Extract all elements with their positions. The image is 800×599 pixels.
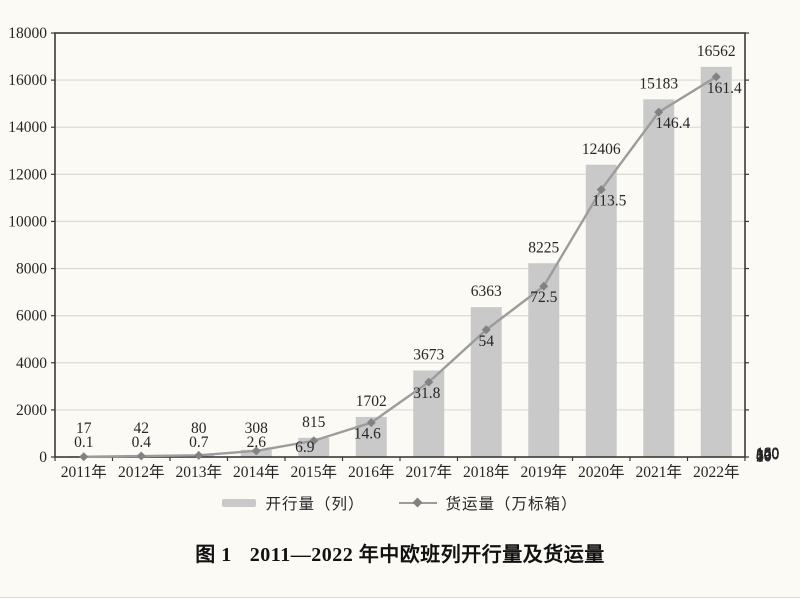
x-axis-label: 2017年 [405,463,452,481]
marker-2015年 [309,436,319,446]
line-label-2013年: 0.7 [189,434,209,451]
left-axis-label: 0 [39,449,47,466]
x-axis-label: 2014年 [233,463,280,481]
line-label-2015年: 6.9 [295,439,315,456]
marker-2018年 [481,325,491,335]
right-axis-label: 20 [756,449,772,466]
marker-2017年 [424,377,434,387]
legend-item-trains: 开行量（列） [222,492,364,514]
left-axis-label: 18000 [8,25,47,42]
left-axis-label: 8000 [16,261,47,278]
line-label-2011年: 0.1 [74,434,93,451]
marker-2016年 [366,418,376,428]
x-axis-label: 2022年 [693,463,740,481]
marker-2022年 [711,72,721,82]
freight-line [83,75,717,458]
bar-label-2019年: 8225 [528,239,559,256]
bar-label-2018年: 6363 [471,283,502,300]
marker-2014年 [251,446,261,456]
x-axis-label: 2018年 [463,463,510,481]
line-series-swatch [398,497,437,508]
bar-2021年 [643,99,675,457]
bar-label-2022年: 16562 [697,43,736,60]
chart-legend: 开行量（列） 货运量（万标箱） [0,492,800,514]
right-axis-label: 60 [756,448,772,465]
line-label-2012年: 0.4 [132,434,152,451]
right-axis-label: 120 [756,446,780,463]
figure-caption: 图 1 2011—2022 年中欧班列开行量及货运量 [0,538,800,567]
bar-label-2013年: 80 [191,420,207,437]
right-axis-label: 160 [756,445,780,462]
bar-label-2020年: 12406 [582,141,621,158]
legend-item-freight: 货运量（万标箱） [398,492,578,514]
line-label-2018年: 54 [479,333,495,350]
marker-2013年 [194,450,204,460]
bar-label-2012年: 42 [134,420,150,437]
marker-2020年 [596,185,606,195]
trains-freight-combo-chart: 17 42 80 308 815 1702 3673 6363 8225 12406 15183 16… [8,25,780,481]
bar-2022年 [700,66,732,457]
x-axis-label: 2012年 [118,463,165,481]
x-axis-label: 2015年 [290,463,337,481]
line-label-2019年: 72.5 [530,289,557,306]
line-label-2022年: 161.4 [707,80,742,97]
marker-2019年 [539,281,549,291]
x-axis-label: 2019年 [520,463,567,481]
plot-border [54,32,746,458]
right-axis-label: 100 [756,447,780,464]
x-axis-label: 2020年 [578,463,625,481]
left-axis-label: 10000 [8,213,47,230]
left-axis-label: 2000 [16,402,47,419]
x-axis-label: 2013年 [175,463,222,481]
right-axis-label: 0 [756,449,764,466]
bar-label-2015年: 815 [302,414,326,431]
marker-2021年 [654,107,664,117]
bar-label-2021年: 15183 [639,75,678,92]
right-axis-label: 180 [756,445,780,462]
legend-label-freight: 货运量（万标箱） [445,496,578,513]
bar-label-2011年: 17 [76,420,92,437]
bar-label-2017年: 3673 [413,346,444,363]
diamond-marker-icon [412,497,422,508]
legend-label-trains: 开行量（列） [265,496,365,513]
bar-2020年 [585,164,617,457]
right-axis-label: 140 [756,446,780,463]
left-axis-label: 4000 [16,355,47,372]
line-label-2020年: 113.5 [592,193,627,210]
marker-2011年 [79,452,89,462]
left-axis-label: 16000 [8,72,47,89]
left-axis-label: 6000 [16,308,47,325]
x-axis-label: 2016年 [348,463,395,481]
x-axis-label: 2011年 [61,463,107,481]
left-axis-label: 14000 [8,119,47,136]
x-axis-label: 2021年 [635,463,682,481]
bar-label-2014年: 308 [245,420,269,437]
line-label-2017年: 31.8 [413,385,440,402]
line-label-2016年: 14.6 [354,426,381,443]
bar-label-2016年: 1702 [356,393,387,410]
line-label-2014年: 2.6 [247,434,267,451]
left-axis-label: 12000 [8,166,47,183]
right-axis-label: 80 [756,447,772,464]
right-axis-label: 40 [756,448,772,465]
figure-label: 图 1 [195,544,232,566]
figure-title: 2011—2022 年中欧班列开行量及货运量 [249,544,605,566]
bar-series-swatch [222,499,257,507]
marker-2012年 [136,451,146,461]
line-label-2021年: 146.4 [655,115,690,132]
